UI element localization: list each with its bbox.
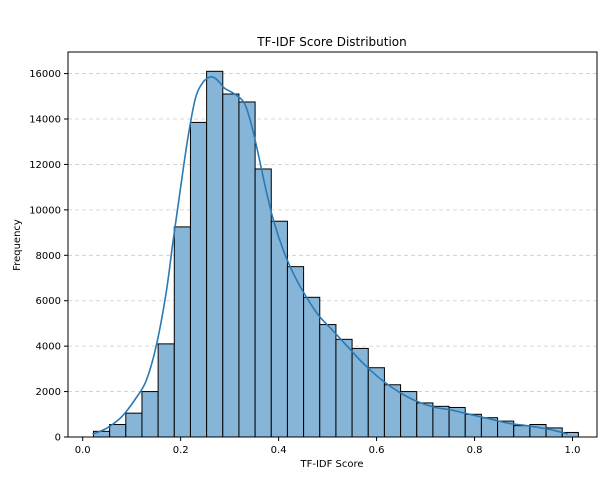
- y-tick-label: 2000: [36, 387, 61, 398]
- histogram-bars: [92, 70, 579, 438]
- chart-title: TF-IDF Score Distribution: [256, 35, 407, 49]
- y-tick-label: 6000: [36, 296, 61, 307]
- histogram-bar: [238, 101, 256, 438]
- histogram-bar: [141, 391, 159, 438]
- y-tick-label: 4000: [36, 342, 61, 353]
- histogram-bar: [383, 384, 402, 438]
- kde-layer: [92, 75, 568, 436]
- x-tick-label: 0.8: [467, 445, 483, 456]
- x-axis-label: TF-IDF Score: [299, 459, 363, 470]
- histogram-bar: [335, 338, 353, 438]
- histogram-bar: [303, 296, 321, 438]
- y-tick-label: 16000: [29, 69, 61, 80]
- y-axis-label: Frequency: [12, 219, 23, 271]
- histogram-bar: [173, 226, 191, 438]
- histogram-bar: [206, 70, 224, 438]
- histogram-bar: [513, 425, 531, 438]
- x-tick-label: 0.0: [75, 445, 91, 456]
- histogram-bar: [319, 324, 337, 438]
- x-tick-label: 0.4: [271, 445, 287, 456]
- x-tick-label: 0.6: [369, 445, 385, 456]
- histogram-bar: [464, 413, 482, 438]
- y-tick-label: 10000: [29, 205, 61, 216]
- kde-curve: [92, 75, 568, 436]
- histogram-bar: [222, 93, 240, 438]
- y-tick-label: 0: [55, 433, 61, 444]
- histogram-bar: [125, 412, 143, 438]
- histogram-bar: [367, 367, 385, 438]
- y-tick-label: 12000: [29, 160, 61, 171]
- x-tick-label: 0.2: [173, 445, 189, 456]
- y-tick-label: 14000: [29, 115, 61, 126]
- y-tick-label: 8000: [36, 251, 61, 262]
- x-axis: 0.0 0.2 0.4 0.6 0.8 1.0: [75, 437, 581, 456]
- histogram-bar: [416, 402, 434, 438]
- histogram-bar: [189, 121, 208, 438]
- y-axis: 0 2000 4000 6000 8000 10000 12000 14000 16000: [29, 69, 68, 444]
- x-tick-label: 1.0: [565, 445, 581, 456]
- histogram-bar: [157, 343, 175, 438]
- histogram-bar: [254, 168, 272, 438]
- histogram-bar: [432, 405, 450, 438]
- histogram-bar: [351, 347, 369, 438]
- histogram-bar: [109, 424, 127, 438]
- histogram-bar: [286, 266, 305, 438]
- plot-frame: [67, 51, 598, 438]
